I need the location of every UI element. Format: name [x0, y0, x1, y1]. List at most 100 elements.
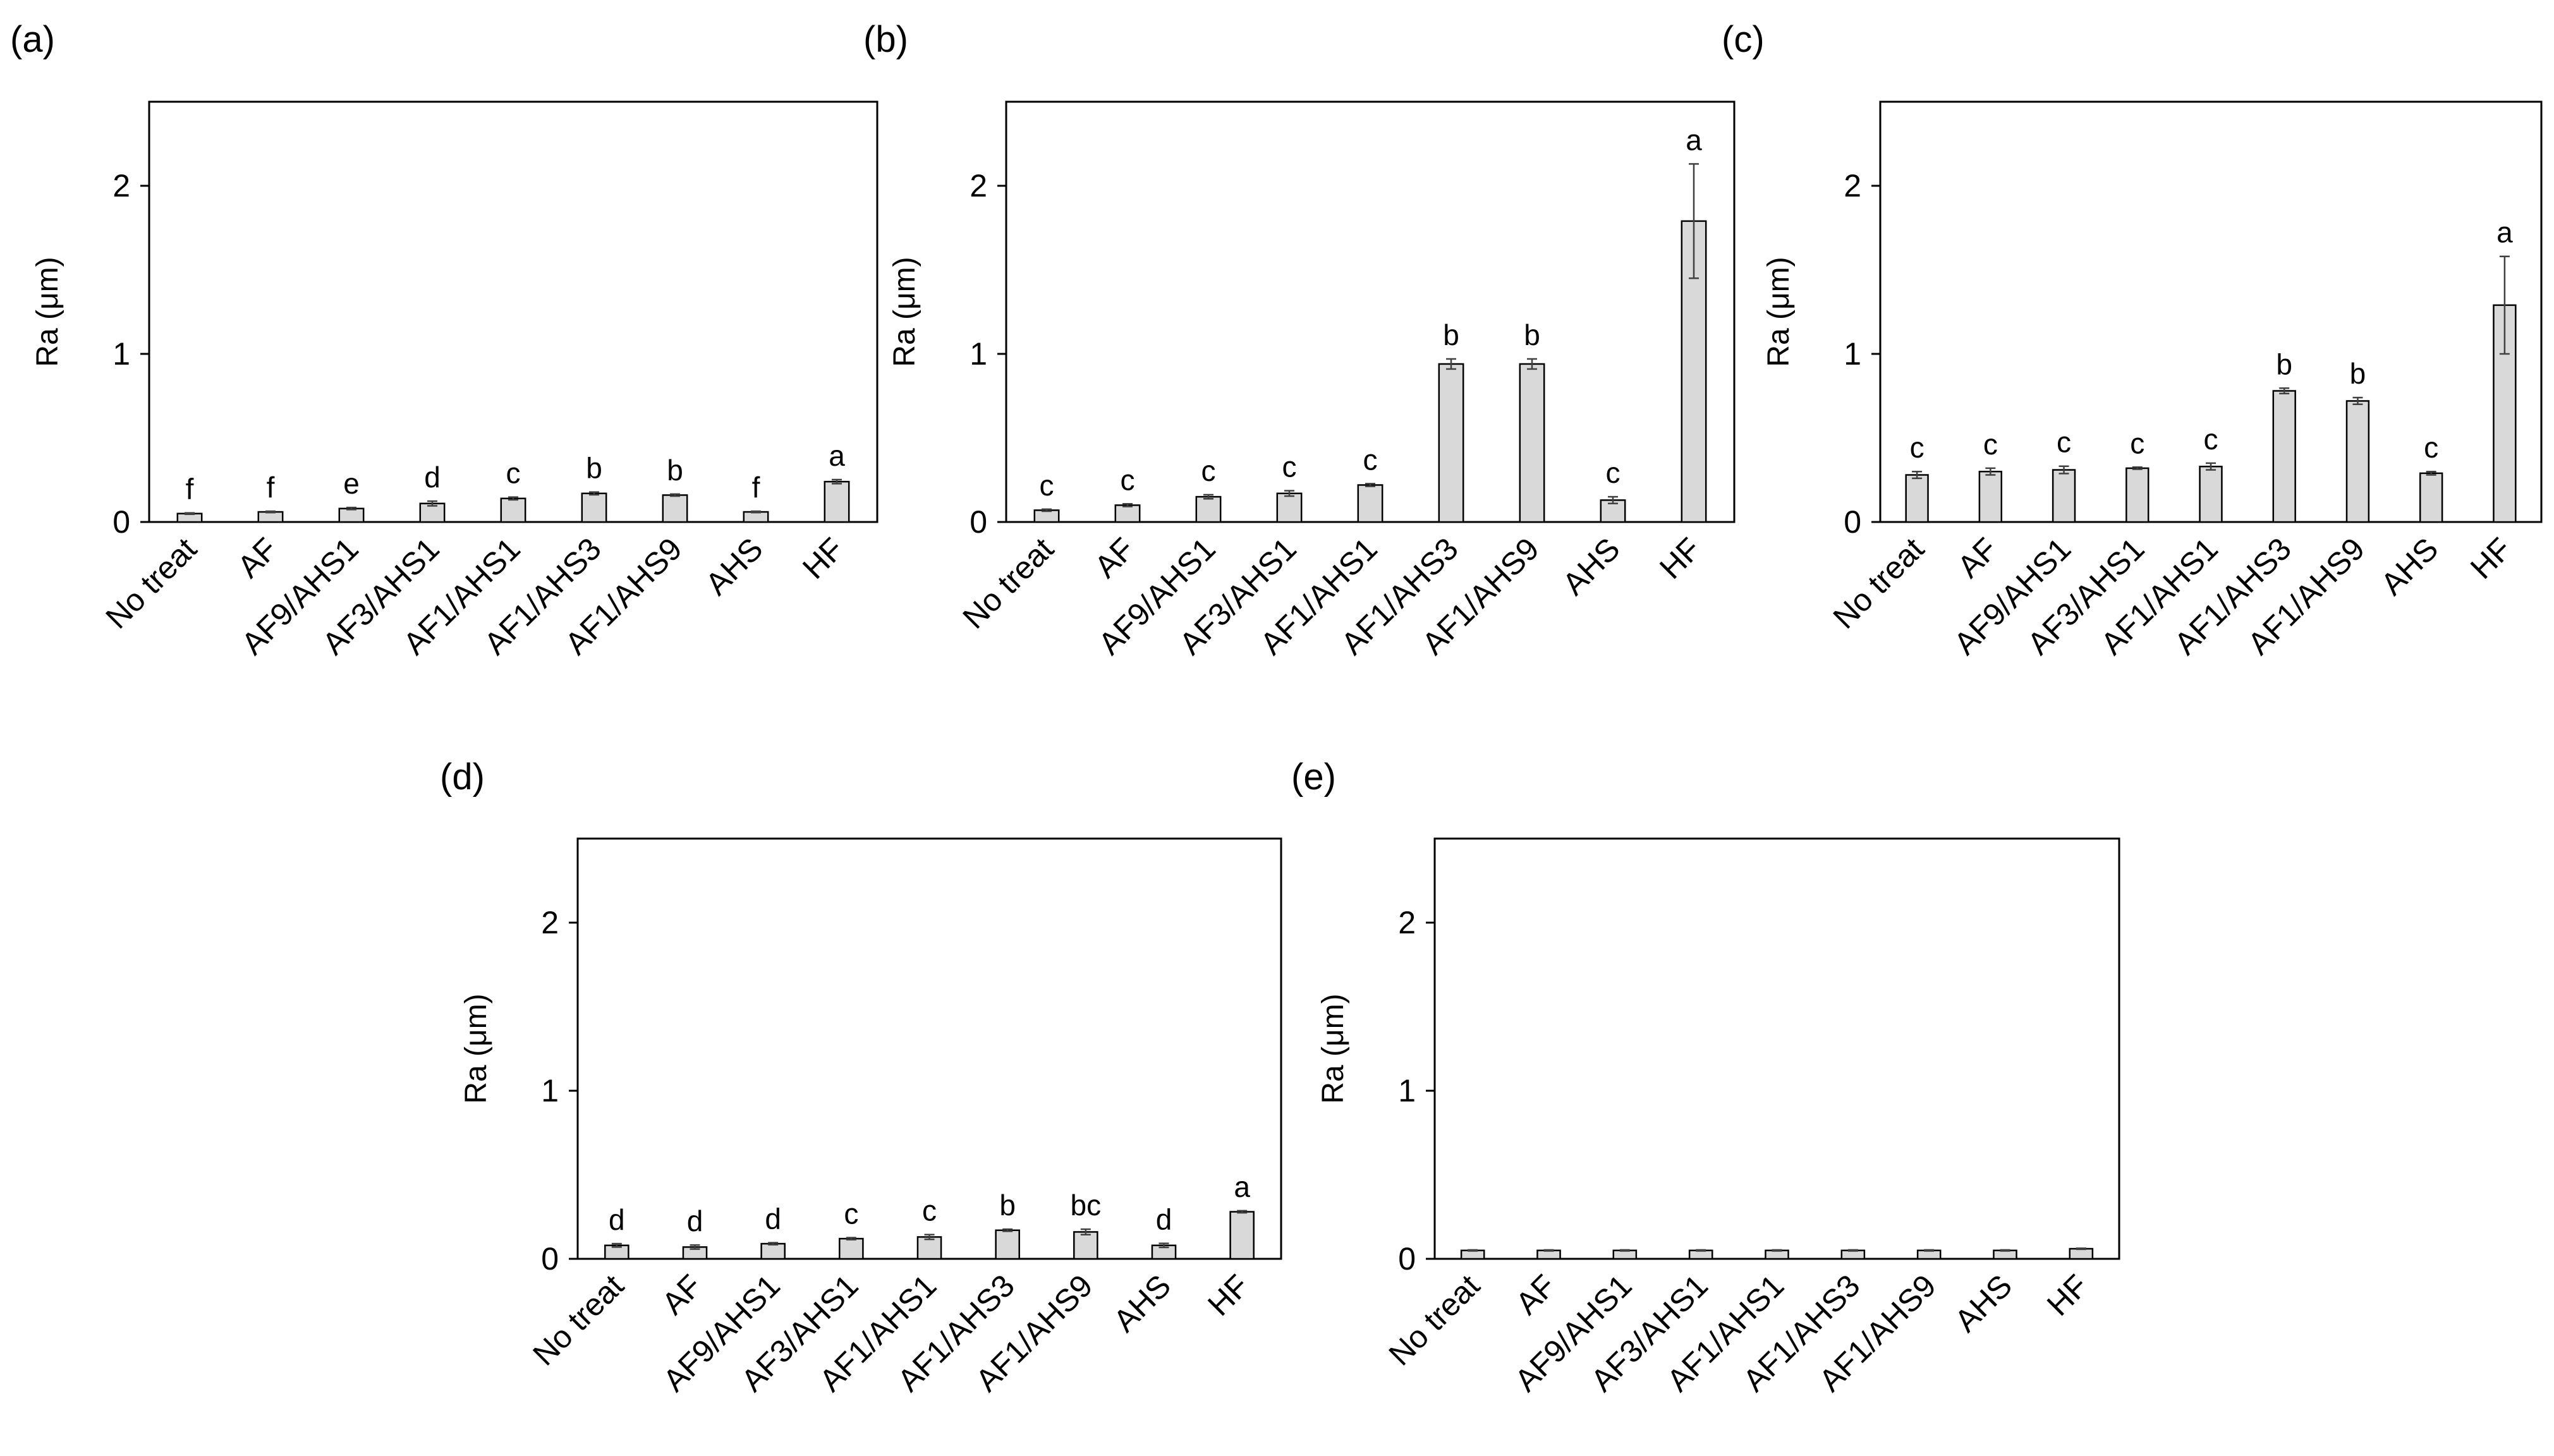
significance-letter: c [2204, 423, 2218, 456]
error-bar [611, 1242, 622, 1248]
bar [1519, 363, 1545, 523]
y-axis-label: Ra (μm) [459, 993, 493, 1103]
bar [1114, 504, 1141, 523]
panel-label: (b) [863, 19, 908, 60]
y-tick-label: 1 [1844, 336, 1861, 372]
error-bar [1468, 1249, 1478, 1252]
bar [257, 511, 284, 523]
category-label: AF [1088, 531, 1141, 585]
error-bar [1527, 358, 1537, 370]
significance-letter: a [829, 439, 845, 472]
bar [2419, 472, 2443, 523]
error-bar [2426, 470, 2436, 476]
significance-letter: b [1443, 318, 1459, 351]
plot-frame [1433, 837, 2120, 1260]
significance-letter: d [609, 1203, 625, 1236]
error-bar [1080, 1228, 1091, 1235]
bar [824, 480, 850, 523]
bar [1195, 495, 1222, 523]
significance-letter: b [2276, 348, 2292, 380]
bar [662, 494, 688, 523]
significance-letter: bc [1071, 1189, 1102, 1222]
category-label: AF [231, 531, 284, 585]
error-bar [1608, 495, 1618, 504]
category-label: No treat [526, 1268, 630, 1372]
category-label: AHS [1948, 1268, 2019, 1338]
significance-letter: c [1910, 431, 1925, 464]
significance-letter: b [667, 454, 683, 487]
y-tick-label: 2 [1844, 168, 1861, 203]
error-bar [768, 1242, 779, 1246]
error-bar [1446, 358, 1456, 370]
bar [1357, 484, 1383, 523]
bar [1276, 492, 1303, 523]
significance-letter: b [2350, 357, 2366, 390]
error-bar [1689, 163, 1699, 279]
bar [760, 1242, 786, 1260]
error-bar [1365, 483, 1375, 487]
panel-label: (c) [1722, 19, 1765, 60]
significance-letter: b [586, 452, 602, 485]
significance-letter: c [2130, 427, 2144, 459]
category-label: No treat [1827, 531, 1931, 635]
significance-letter: a [1686, 123, 1702, 156]
error-bar [751, 510, 761, 514]
bar [743, 511, 769, 523]
y-tick-label: 2 [1398, 905, 1416, 940]
y-tick-label: 2 [970, 168, 987, 203]
bar [1978, 470, 2003, 523]
error-bar [1002, 1228, 1013, 1232]
bar [500, 497, 526, 523]
significance-letter: a [2496, 216, 2513, 249]
significance-letter: f [267, 471, 275, 504]
significance-letter: c [1040, 469, 1054, 502]
significance-letter: d [424, 461, 441, 494]
y-tick-label: 1 [112, 336, 130, 372]
error-bar [670, 493, 680, 497]
category-label: AHS [1555, 531, 1626, 602]
error-bar [924, 1234, 935, 1241]
bar [2345, 400, 2370, 523]
error-bar [1696, 1249, 1706, 1252]
panel-label: (a) [10, 19, 55, 60]
error-bar [1158, 1242, 1169, 1249]
bar [1905, 474, 1929, 523]
significance-letter: d [1156, 1203, 1172, 1236]
y-tick-label: 0 [970, 504, 987, 540]
bar [995, 1229, 1020, 1260]
error-bar [1284, 490, 1294, 497]
significance-letter: c [922, 1194, 937, 1227]
panel-label: (d) [440, 756, 485, 798]
category-label: HF [2464, 531, 2519, 586]
error-bar [1122, 503, 1133, 507]
significance-letter: d [765, 1202, 781, 1235]
bar [1229, 1211, 1255, 1260]
category-label: No treat [956, 531, 1060, 635]
significance-letter: c [2057, 426, 2071, 459]
category-label: AF [1509, 1268, 1562, 1321]
bar [581, 492, 607, 523]
error-bar [1237, 1210, 1248, 1214]
error-bar [690, 1244, 700, 1250]
y-tick-label: 1 [541, 1073, 559, 1108]
y-tick-label: 2 [541, 905, 559, 940]
bar [1073, 1231, 1098, 1260]
y-axis-label: Ra (μm) [31, 257, 64, 367]
bar [1438, 363, 1464, 523]
y-tick-label: 1 [1398, 1073, 1416, 1108]
error-bar [346, 506, 356, 511]
significance-letter: c [1363, 443, 1378, 476]
significance-letter: c [1201, 454, 1216, 487]
bar [338, 507, 365, 523]
error-bar [1203, 494, 1213, 500]
bar [2069, 1247, 2094, 1260]
error-bar [1772, 1249, 1782, 1252]
category-label: HF [1653, 531, 1708, 586]
error-bar [2058, 465, 2069, 475]
category-label: AHS [2374, 531, 2445, 602]
